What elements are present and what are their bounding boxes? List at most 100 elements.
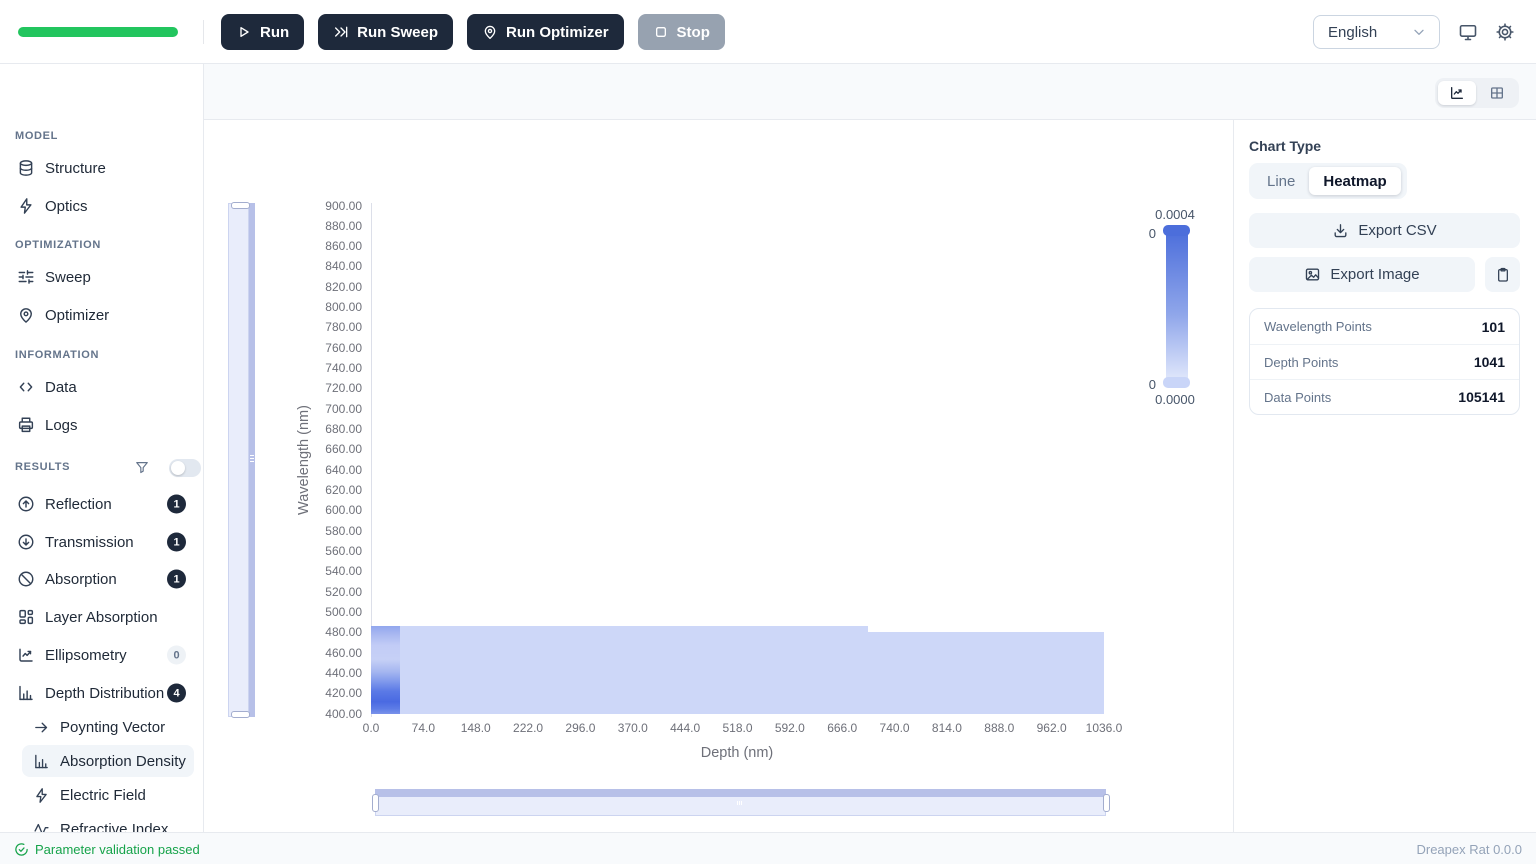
y-tick-label: 780.00 [325,320,362,335]
chart-toolbar [204,64,1536,120]
export-csv-label: Export CSV [1358,222,1437,239]
y-tick-label: 820.00 [325,279,362,294]
y-tick-label: 580.00 [325,523,362,538]
stop-button-label: Stop [676,23,710,41]
sidebar-item-optimizer[interactable]: Optimizer [0,299,203,331]
x-tick-label: 592.0 [774,721,805,735]
stats-row-depth-points: Depth Points 1041 [1250,344,1519,379]
skip-forward-icon [333,24,349,40]
absorbing-band-front-section [371,625,869,714]
x-tick-label: 296.0 [565,721,596,735]
x-tick-label: 518.0 [722,721,753,735]
printer-icon [17,416,35,434]
y-axis-title: Wavelength (nm) [296,405,312,515]
language-select[interactable]: English [1313,15,1440,49]
top-bar: Run Run Sweep Run Optimizer Stop [0,0,1536,64]
y-tick-label: 460.00 [325,645,362,660]
sidebar-item-structure[interactable]: Structure [0,152,203,184]
export-csv-button[interactable]: Export CSV [1249,213,1520,248]
y-zoom-grip [250,455,254,464]
layout-grid-icon [17,608,35,626]
sidebar-item-absorption[interactable]: Absorption 1 [0,563,203,595]
y-tick-label: 600.00 [325,503,362,518]
export-image-label: Export Image [1330,266,1420,283]
y-tick-label: 800.00 [325,300,362,315]
y-tick-label: 740.00 [325,361,362,376]
sidebar-item-sweep[interactable]: Sweep [0,261,203,293]
sidebar-item-logs[interactable]: Logs [0,409,203,441]
map-pin-icon [482,24,498,40]
language-select-value: English [1328,23,1378,41]
progress-bar [18,27,178,37]
arrow-up-circle-icon [17,495,35,513]
run-optimizer-button[interactable]: Run Optimizer [467,14,624,50]
sidebar-subitem-poynting-vector[interactable]: Poynting Vector [22,711,194,743]
sidebar-border [203,64,204,832]
export-image-button[interactable]: Export Image [1249,257,1475,292]
x-tick-label: 74.0 [411,721,436,735]
results-header-label: RESULTS [15,461,71,473]
table-view-button[interactable] [1478,81,1516,105]
colorbar-bottom-handle-label: 0 [1148,377,1156,392]
x-zoom-handle-right[interactable] [1103,794,1110,812]
y-zoom-handle-top[interactable] [231,202,250,209]
sidebar-item-data[interactable]: Data [0,371,203,403]
sidebar-item-label: Absorption Density [60,752,186,770]
stats-value: 101 [1481,318,1505,335]
chart-view-button[interactable] [1438,81,1476,105]
x-zoom-handle-left[interactable] [372,794,379,812]
sidebar-subitem-electric-field[interactable]: Electric Field [22,779,194,811]
x-axis-title: Depth (nm) [700,745,774,761]
sidebar-item-label: Transmission [45,533,134,551]
x-zoom-grip [737,792,743,810]
filter-icon[interactable] [135,460,149,474]
x-tick-label: 0.0 [362,721,380,735]
sidebar-header-model: MODEL [15,130,59,142]
sidebar-item-reflection[interactable]: Reflection 1 [0,488,203,520]
results-filter-toggle[interactable] [169,459,201,477]
run-optimizer-button-label: Run Optimizer [506,23,609,41]
sidebar-item-depth-distribution[interactable]: Depth Distribution 4 [0,677,203,709]
sidebar-item-label: Depth Distribution [45,684,165,702]
play-icon [236,24,252,40]
chart-type-heatmap-button[interactable]: Heatmap [1309,167,1401,195]
sidebar-item-optics[interactable]: Optics [0,190,203,222]
app-version: Dreapex Rat 0.0.0 [1416,841,1522,857]
sidebar-item-label: Optimizer [45,306,110,324]
stop-button[interactable]: Stop [637,14,725,50]
sidebar-item-ellipsometry[interactable]: Ellipsometry 0 [0,639,203,671]
colorbar-min-label: 0.0000 [1155,392,1195,407]
stats-value: 1041 [1473,354,1505,370]
y-tick-label: 880.00 [325,218,362,233]
y-tick-label: 440.00 [325,665,362,680]
colorbar-handle-bottom[interactable] [1163,377,1190,388]
heatmap-plot-area[interactable] [371,203,1104,717]
arrow-down-circle-icon [17,533,35,551]
chart-type-line-button[interactable]: Line [1253,167,1309,195]
stats-label: Wavelength Points [1264,319,1372,334]
y-tick-label: 840.00 [325,259,362,274]
settings-button-topbar[interactable] [1495,22,1515,42]
y-zoom-track [249,203,255,717]
x-axis-zoom-slider[interactable] [372,789,1110,816]
y-zoom-handle-bottom[interactable] [231,711,250,718]
stats-value: 105141 [1458,389,1505,405]
stats-label: Depth Points [1264,354,1339,370]
run-button[interactable]: Run [221,14,305,50]
sidebar-item-label: Optics [45,197,88,215]
sidebar-item-transmission[interactable]: Transmission 1 [0,526,203,558]
run-sweep-button[interactable]: Run Sweep [318,14,454,50]
colorbar-gradient[interactable] [1166,230,1188,383]
arrow-right-icon [33,719,50,736]
sidebar-subitem-absorption-density[interactable]: Absorption Density [22,745,194,777]
sidebar-item-layer-absorption[interactable]: Layer Absorption [0,601,203,633]
monitor-icon [1458,22,1478,42]
stats-label: Data Points [1264,389,1332,405]
copy-to-clipboard-button[interactable] [1485,257,1520,292]
y-axis-zoom-slider[interactable] [228,202,255,718]
display-mode-button[interactable] [1458,22,1478,42]
x-tick-label: 1036.0 [1085,721,1123,735]
sidebar-item-label: Data [45,378,77,396]
colorbar-handle-top[interactable] [1163,225,1190,236]
transmission-count-badge: 1 [167,532,186,552]
